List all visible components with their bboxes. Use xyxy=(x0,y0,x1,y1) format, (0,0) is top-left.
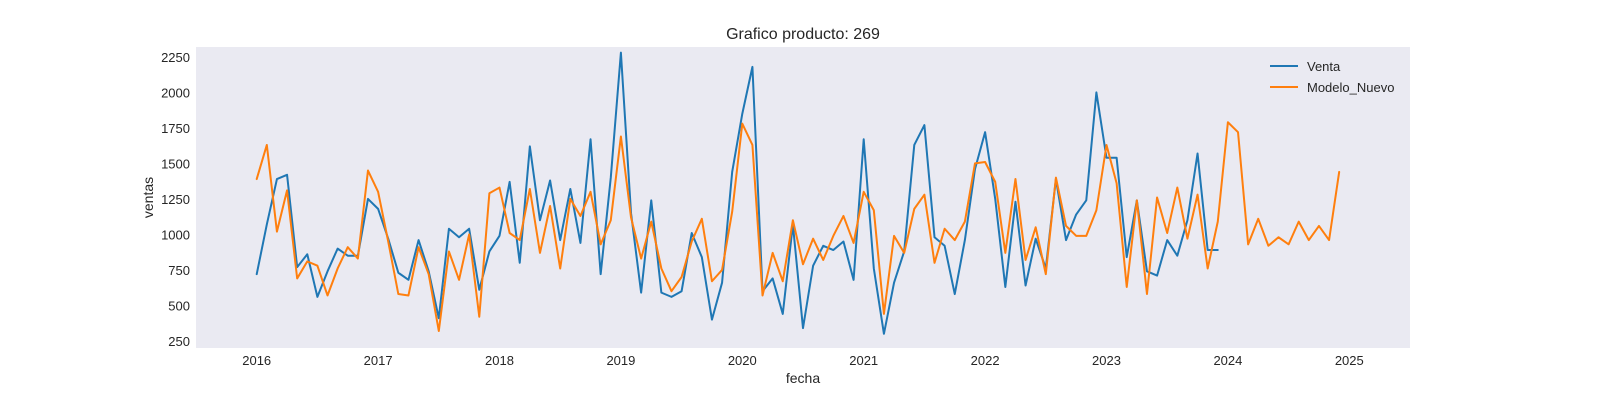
y-tick-label: 500 xyxy=(168,298,190,313)
y-tick-label: 1750 xyxy=(161,121,190,136)
x-tick-label: 2024 xyxy=(1213,353,1242,368)
x-axis-ticks: 2016 2017 2018 2019 2020 2021 2022 2023 2024 2025 xyxy=(242,353,1364,368)
y-tick-label: 1250 xyxy=(161,192,190,207)
x-tick-label: 2025 xyxy=(1335,353,1364,368)
y-tick-label: 1000 xyxy=(161,227,190,242)
legend: Venta Modelo_Nuevo xyxy=(1270,59,1394,95)
y-tick-label: 2250 xyxy=(161,50,190,65)
plot-area xyxy=(196,47,1410,348)
legend-entry: Venta xyxy=(1307,59,1341,74)
y-axis-ticks: 250 500 750 1000 1250 1500 1750 2000 2250 xyxy=(161,50,190,349)
x-tick-label: 2019 xyxy=(606,353,635,368)
y-tick-label: 250 xyxy=(168,334,190,349)
x-tick-label: 2023 xyxy=(1092,353,1121,368)
x-tick-label: 2017 xyxy=(364,353,393,368)
x-tick-label: 2016 xyxy=(242,353,271,368)
x-tick-label: 2018 xyxy=(485,353,514,368)
x-tick-label: 2022 xyxy=(971,353,1000,368)
series-lines xyxy=(255,51,1341,335)
x-tick-label: 2020 xyxy=(728,353,757,368)
y-tick-label: 1500 xyxy=(161,156,190,171)
y-tick-label: 2000 xyxy=(161,85,190,100)
chart-title: Grafico producto: 269 xyxy=(726,26,880,43)
legend-entry: Modelo_Nuevo xyxy=(1307,80,1394,95)
y-axis-label: ventas xyxy=(140,177,156,218)
series-line-modelo-nuevo xyxy=(255,121,1341,332)
x-tick-label: 2021 xyxy=(849,353,878,368)
y-tick-label: 750 xyxy=(168,263,190,278)
x-axis-label: fecha xyxy=(786,370,820,386)
